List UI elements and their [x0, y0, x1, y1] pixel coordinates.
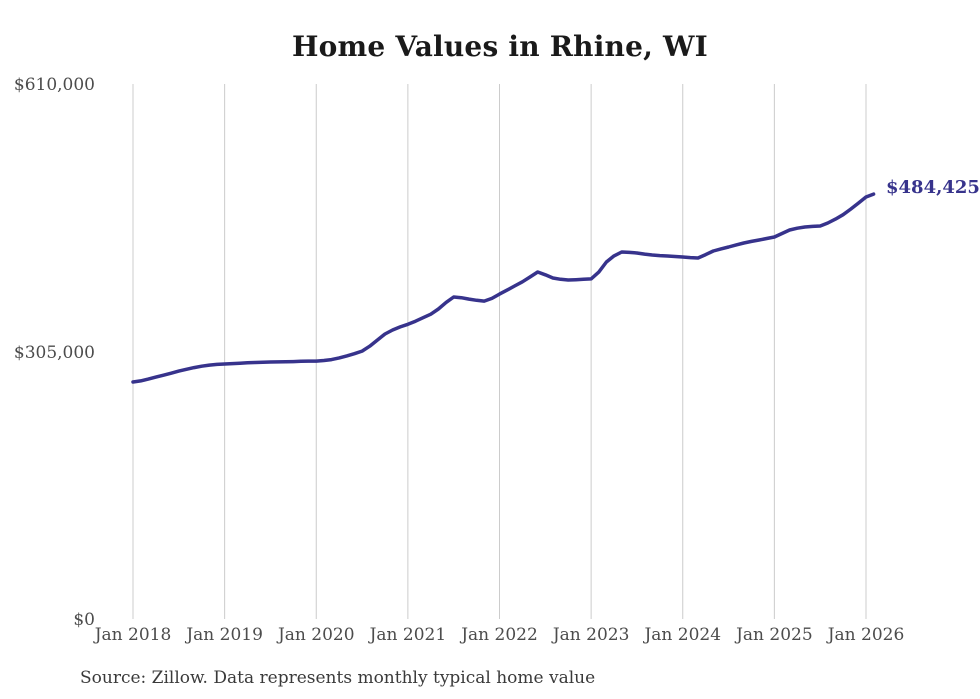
- x-tick-label: Jan 2019: [186, 625, 263, 645]
- source-note: Source: Zillow. Data represents monthly …: [80, 668, 596, 688]
- y-tick-label-305000: $305,000: [13, 343, 95, 363]
- home-value-line: [131, 192, 876, 384]
- x-tick-label: Jan 2022: [461, 625, 538, 645]
- x-tick-label: Jan 2023: [552, 625, 630, 645]
- latest-value-label: $484,425: [886, 177, 980, 198]
- x-tick-label: Jan 2018: [94, 625, 172, 645]
- chart-title: Home Values in Rhine, WI: [292, 30, 708, 63]
- x-tick-label: Jan 2026: [827, 625, 905, 645]
- x-tick-label: Jan 2021: [369, 625, 447, 645]
- y-tick-label-610000: $610,000: [13, 75, 95, 95]
- x-tick-label: Jan 2024: [644, 625, 722, 645]
- x-tick-label: Jan 2025: [736, 625, 813, 645]
- x-tick-label: Jan 2020: [277, 625, 355, 645]
- y-tick-label-0: $0: [73, 610, 95, 630]
